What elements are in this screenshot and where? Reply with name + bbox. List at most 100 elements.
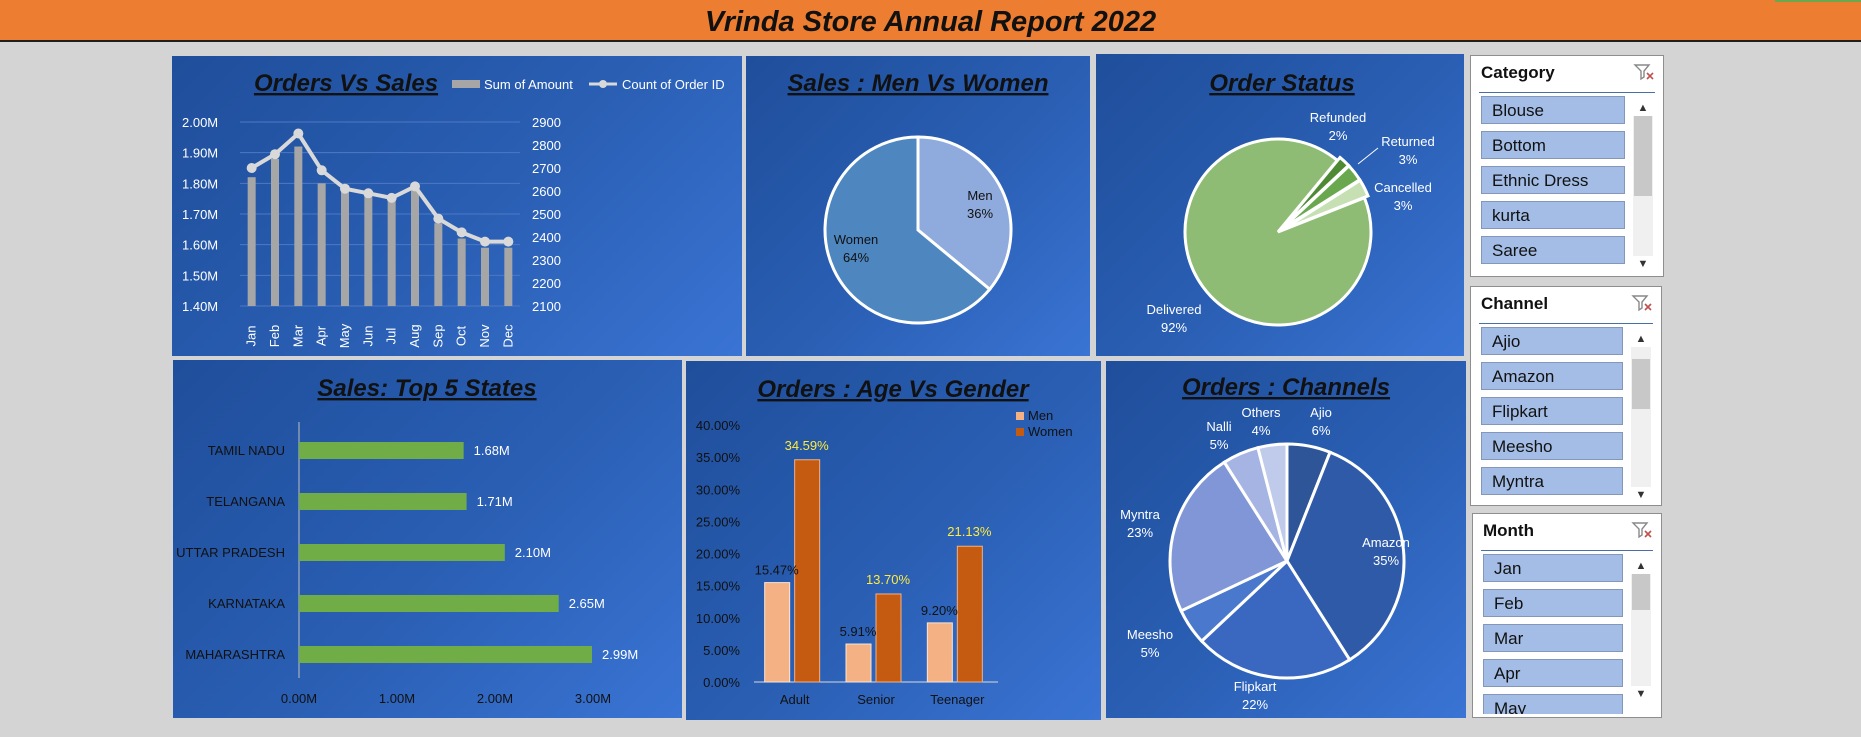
slicer-scrollbar[interactable]: ▲ ▼: [1631, 331, 1651, 503]
slicer-item[interactable]: May: [1483, 694, 1623, 714]
panel-channels: Orders : Channels Ajio 6% Amazon 35% Flipkart…: [1106, 361, 1466, 718]
bar-amount: [504, 247, 513, 306]
bar-amount: [411, 189, 419, 306]
pie-slice: [916, 135, 1013, 292]
scroll-up-icon[interactable]: ▲: [1635, 560, 1647, 572]
x-tick-label: Mar: [290, 324, 305, 347]
bar-women: [794, 459, 821, 683]
slicer-item[interactable]: Saree: [1481, 236, 1625, 264]
chart-title: Sales: Top 5 States: [317, 375, 536, 402]
slicer-item[interactable]: Ethnic Dress: [1481, 166, 1625, 194]
slicer-item[interactable]: Apr: [1483, 659, 1623, 687]
point-orders: [246, 163, 257, 173]
y-tick-label: 30.00%: [696, 482, 741, 497]
slice-label: Returned: [1381, 134, 1434, 149]
slicer-title: Category: [1481, 63, 1555, 82]
slicer-item[interactable]: kurta: [1481, 201, 1625, 229]
filter-clear-icon[interactable]: [1633, 62, 1655, 82]
scroll-thumb[interactable]: [1632, 574, 1650, 610]
scroll-down-icon[interactable]: ▼: [1637, 258, 1649, 270]
slicer-category: Category Blouse Bottom Ethnic Dress kurt…: [1470, 55, 1664, 277]
slicer-item[interactable]: Blouse: [1481, 96, 1625, 124]
slicer-item[interactable]: Jan: [1483, 554, 1623, 582]
slice-percent: 3%: [1394, 198, 1413, 213]
slicer-item[interactable]: Mar: [1483, 624, 1623, 652]
y-left-tick-label: 1.70M: [182, 207, 218, 222]
leader-line: [1357, 147, 1379, 165]
slice-label: Ajio: [1310, 405, 1332, 420]
slicer-scrollbar[interactable]: ▲ ▼: [1631, 558, 1651, 702]
x-tick-label: Feb: [267, 325, 282, 347]
point-orders: [480, 236, 490, 247]
value-label: 2.65M: [569, 596, 605, 611]
slicer-item[interactable]: Bottom: [1481, 131, 1625, 159]
scroll-down-icon[interactable]: ▼: [1635, 489, 1647, 501]
filter-clear-icon[interactable]: [1631, 520, 1653, 540]
scroll-up-icon[interactable]: ▲: [1635, 333, 1647, 345]
x-tick-label: Apr: [314, 325, 329, 346]
y-left-tick-label: 1.60M: [182, 238, 218, 253]
y-tick-label: 15.00%: [696, 579, 741, 594]
x-tick-label: Aug: [407, 324, 422, 347]
scroll-thumb[interactable]: [1632, 359, 1650, 409]
point-orders: [270, 149, 280, 160]
slicer-item[interactable]: Meesho: [1481, 432, 1623, 460]
chart-title: Orders Vs Sales: [254, 70, 438, 97]
slicer-item[interactable]: Myntra: [1481, 467, 1623, 495]
scroll-down-icon[interactable]: ▼: [1635, 688, 1647, 700]
value-label: 21.13%: [947, 524, 992, 539]
x-tick-label: Dec: [500, 324, 515, 348]
value-label: 2.10M: [515, 545, 551, 560]
filter-clear-icon[interactable]: [1631, 293, 1653, 313]
value-label: 34.59%: [785, 438, 830, 453]
x-tick-label: Nov: [477, 324, 492, 348]
slice-label: Nalli: [1206, 419, 1231, 434]
slice-percent: 4%: [1252, 423, 1271, 438]
slicer-channel: Channel Ajio Amazon Flipkart Meesho Mynt…: [1470, 286, 1662, 506]
scroll-thumb[interactable]: [1634, 116, 1652, 196]
slice-percent: 22%: [1242, 697, 1268, 712]
pie-slice: [1256, 442, 1289, 562]
legend-label: Men: [1028, 408, 1053, 423]
slice-label: Amazon: [1362, 535, 1410, 550]
slice-percent: 23%: [1127, 525, 1153, 540]
slice-percent: 64%: [843, 250, 869, 265]
scroll-up-icon[interactable]: ▲: [1637, 102, 1649, 114]
x-tick-label: Jan: [244, 326, 259, 347]
panel-sales-men-women: Sales : Men Vs Women Men 36% Women 64%: [746, 56, 1090, 356]
slice-label: Women: [834, 232, 879, 247]
bar-men: [845, 643, 872, 683]
slicer-item[interactable]: Amazon: [1481, 362, 1623, 390]
bar-amount: [481, 247, 489, 306]
y-right-tick-label: 2300: [532, 253, 561, 268]
y-right-tick-label: 2500: [532, 207, 561, 222]
bar-amount: [387, 198, 396, 306]
panel-order-status: Order Status Delivered 92% Refunded 2% Return…: [1096, 54, 1464, 356]
bar-amount: [341, 189, 349, 306]
slice-label: Men: [967, 188, 992, 203]
value-label: 1.71M: [477, 494, 513, 509]
bar-amount: [271, 158, 279, 306]
pie-slice: [1168, 460, 1290, 613]
legend-label: Women: [1028, 424, 1073, 439]
slicer-items: Jan Feb Mar Apr May: [1483, 554, 1623, 714]
slicer-item[interactable]: Feb: [1483, 589, 1623, 617]
x-tick-label: Jun: [360, 326, 375, 347]
channels-chart: Orders : Channels Ajio 6% Amazon 35% Flipkart…: [1120, 374, 1410, 712]
bar-men: [764, 582, 791, 683]
slicer-item[interactable]: Flipkart: [1481, 397, 1623, 425]
point-orders: [363, 188, 374, 199]
y-left-tick-label: 2.00M: [182, 115, 218, 130]
chart-title: Orders : Channels: [1182, 374, 1390, 401]
bar-women: [956, 545, 983, 683]
pie-slice: [1183, 137, 1373, 327]
slicer-scrollbar[interactable]: ▲ ▼: [1633, 100, 1653, 272]
slicer-item[interactable]: Ajio: [1481, 327, 1623, 355]
y-right-tick-label: 2700: [532, 161, 561, 176]
point-orders: [456, 227, 467, 238]
category-label: KARNATAKA: [208, 596, 285, 611]
chart-title: Orders : Age Vs Gender: [757, 376, 1030, 403]
point-orders: [503, 236, 514, 247]
pie-slice: [823, 135, 992, 325]
